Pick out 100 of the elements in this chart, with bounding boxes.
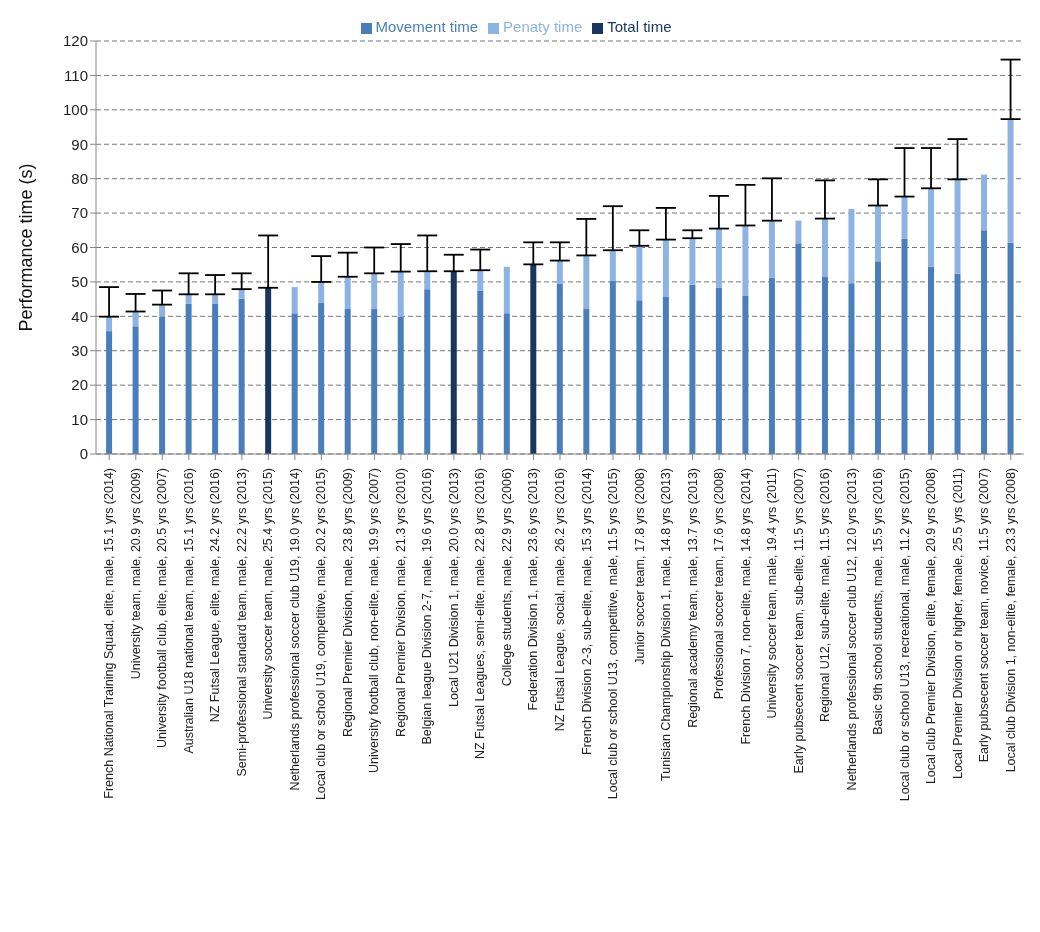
bar (848, 283, 855, 454)
bar (874, 205, 881, 262)
bar (874, 261, 881, 454)
x-tick-label: Semi-professional standard team, male, 22.2 yrs (2013) (234, 468, 249, 777)
bar (768, 220, 775, 278)
x-tick-label: Local club Division 1, non-elite, female, 23.3 yrs (2008) (1003, 468, 1018, 773)
bar (371, 273, 378, 310)
bar (132, 326, 139, 454)
bar (106, 316, 113, 332)
x-tick-label: Regional Premier Division, male, 23.8 yrs (2009) (340, 468, 355, 737)
bar (344, 309, 351, 454)
bar (795, 243, 802, 454)
x-tick-label: French Division 7, non-elite, male, 14.8 yrs (2014) (738, 468, 753, 745)
bar (238, 298, 245, 454)
x-tick-label: Local U21 Division 1, male, 20.0 yrs (2013) (446, 468, 461, 708)
bar (981, 230, 988, 454)
y-tick-label: 120 (62, 32, 88, 50)
bar (662, 297, 669, 454)
bar (424, 289, 431, 454)
x-tick-label: University soccer team, male, 25.4 yrs (2015) (261, 468, 276, 720)
x-tick-label: Regional U12, sub-elite, male, 11.5 yrs (2016) (818, 468, 833, 723)
bar (715, 228, 722, 288)
bar (583, 255, 590, 310)
bar (981, 174, 988, 231)
x-tick-label: NZ Futsal Leagues, semi-elite, male, 22.8 yrs (2016) (473, 468, 488, 760)
bar (265, 287, 272, 454)
bar (742, 225, 749, 297)
y-tick-label: 10 (71, 410, 88, 428)
x-tick-label: Netherlands professional soccer club U12, 12.0 yrs (2013) (844, 468, 859, 791)
bar (715, 287, 722, 454)
bar (477, 270, 484, 291)
bar (212, 294, 219, 304)
bar (821, 277, 828, 454)
bar (954, 273, 961, 454)
x-tick-label: Early pubsecent soccer team, novice, 11.5 yrs (2007) (977, 468, 992, 763)
bar (344, 276, 351, 310)
bar (689, 238, 696, 285)
bar (503, 266, 510, 314)
bar (1007, 242, 1014, 454)
bar (636, 300, 643, 454)
bar (901, 196, 908, 239)
bar (106, 331, 113, 454)
bar (424, 271, 431, 290)
y-tick-label: 50 (71, 273, 88, 291)
legend-label: Penaty time (503, 18, 583, 35)
x-tick-label: College students, male, 22.9 yrs (2006) (499, 468, 514, 687)
y-tick-label: 80 (71, 169, 88, 187)
bar (901, 238, 908, 454)
bar (609, 250, 616, 281)
bar (503, 313, 510, 454)
bar (848, 208, 855, 284)
y-tick-label: 60 (71, 238, 88, 256)
y-tick-label: 40 (71, 307, 88, 325)
y-tick-label: 20 (71, 376, 88, 394)
x-tick-label: NZ Futsal League, social, male, 26.2 yrs (2016) (553, 468, 567, 732)
x-tick-label: Early pubsecent soccer team, sub-elite, 11.5 yrs (2007) (791, 468, 806, 774)
bar (689, 284, 696, 454)
x-tick-label: Regional Premier Division, male, 21.3 yrs (2010) (393, 468, 408, 737)
x-tick-label: Basic 9th school students, male, 15.5 yrs (2016) (871, 468, 886, 735)
x-tick-label: NZ Futsal League, elite, male, 24.2 yrs (2016) (208, 468, 223, 723)
bar (159, 304, 166, 317)
x-tick-label: Local club or school U13, competitive, male, 11.5 yrs (2015) (606, 468, 621, 800)
bar (212, 303, 219, 454)
bar (795, 220, 802, 244)
x-tick-label: University football club, non-elite, male, 19.9 yrs (2007) (367, 468, 382, 774)
bar (238, 289, 245, 299)
x-tick-label: University team, male, 20.9 yrs (2009) (128, 468, 143, 680)
bar (1007, 119, 1014, 243)
x-tick-label: Professional soccer team, 17.6 yrs (2008) (712, 468, 727, 700)
bar (742, 296, 749, 454)
bar (318, 281, 325, 303)
bar (397, 271, 404, 317)
bar (132, 311, 139, 327)
x-tick-label: Local club or school U13, recreational, male, 11.2 yrs (2015) (897, 468, 912, 802)
legend-label: Movement time (375, 18, 479, 35)
bar (318, 302, 325, 454)
bar (556, 260, 563, 284)
x-tick-label: Netherlands professional soccer club U19, 19.0 yrs (2014) (287, 468, 302, 791)
bar (768, 277, 775, 454)
y-tick-label: 0 (79, 445, 88, 463)
x-tick-label: Local club Premier Division, elite, female, 20.9 yrs (2008) (924, 468, 939, 785)
x-tick-label: Regional academy team, male, 13.7 yrs (2013) (685, 468, 700, 728)
y-tick-label: 90 (71, 135, 88, 153)
y-tick-label: 100 (62, 101, 88, 119)
bar (477, 290, 484, 454)
legend-label: Total time (607, 18, 672, 35)
bar (928, 266, 935, 454)
y-axis-title: Performance time (s) (16, 163, 37, 332)
bar (928, 188, 935, 267)
y-tick-label: 30 (71, 342, 88, 360)
bar (662, 239, 669, 298)
bar (371, 309, 378, 454)
x-tick-label: Local Premier Division or higher, female, 25.5 yrs (2011) (950, 468, 965, 780)
y-tick-label: 110 (64, 66, 88, 84)
bar (450, 271, 457, 454)
bar (291, 313, 298, 454)
x-tick-label: Belgian league Division 2-7, male, 19.6 yrs (2016) (420, 468, 435, 745)
x-tick-label: Junior soccer team, 17.8 yrs (2008) (632, 468, 647, 665)
bar (556, 283, 563, 454)
bar (954, 179, 961, 274)
